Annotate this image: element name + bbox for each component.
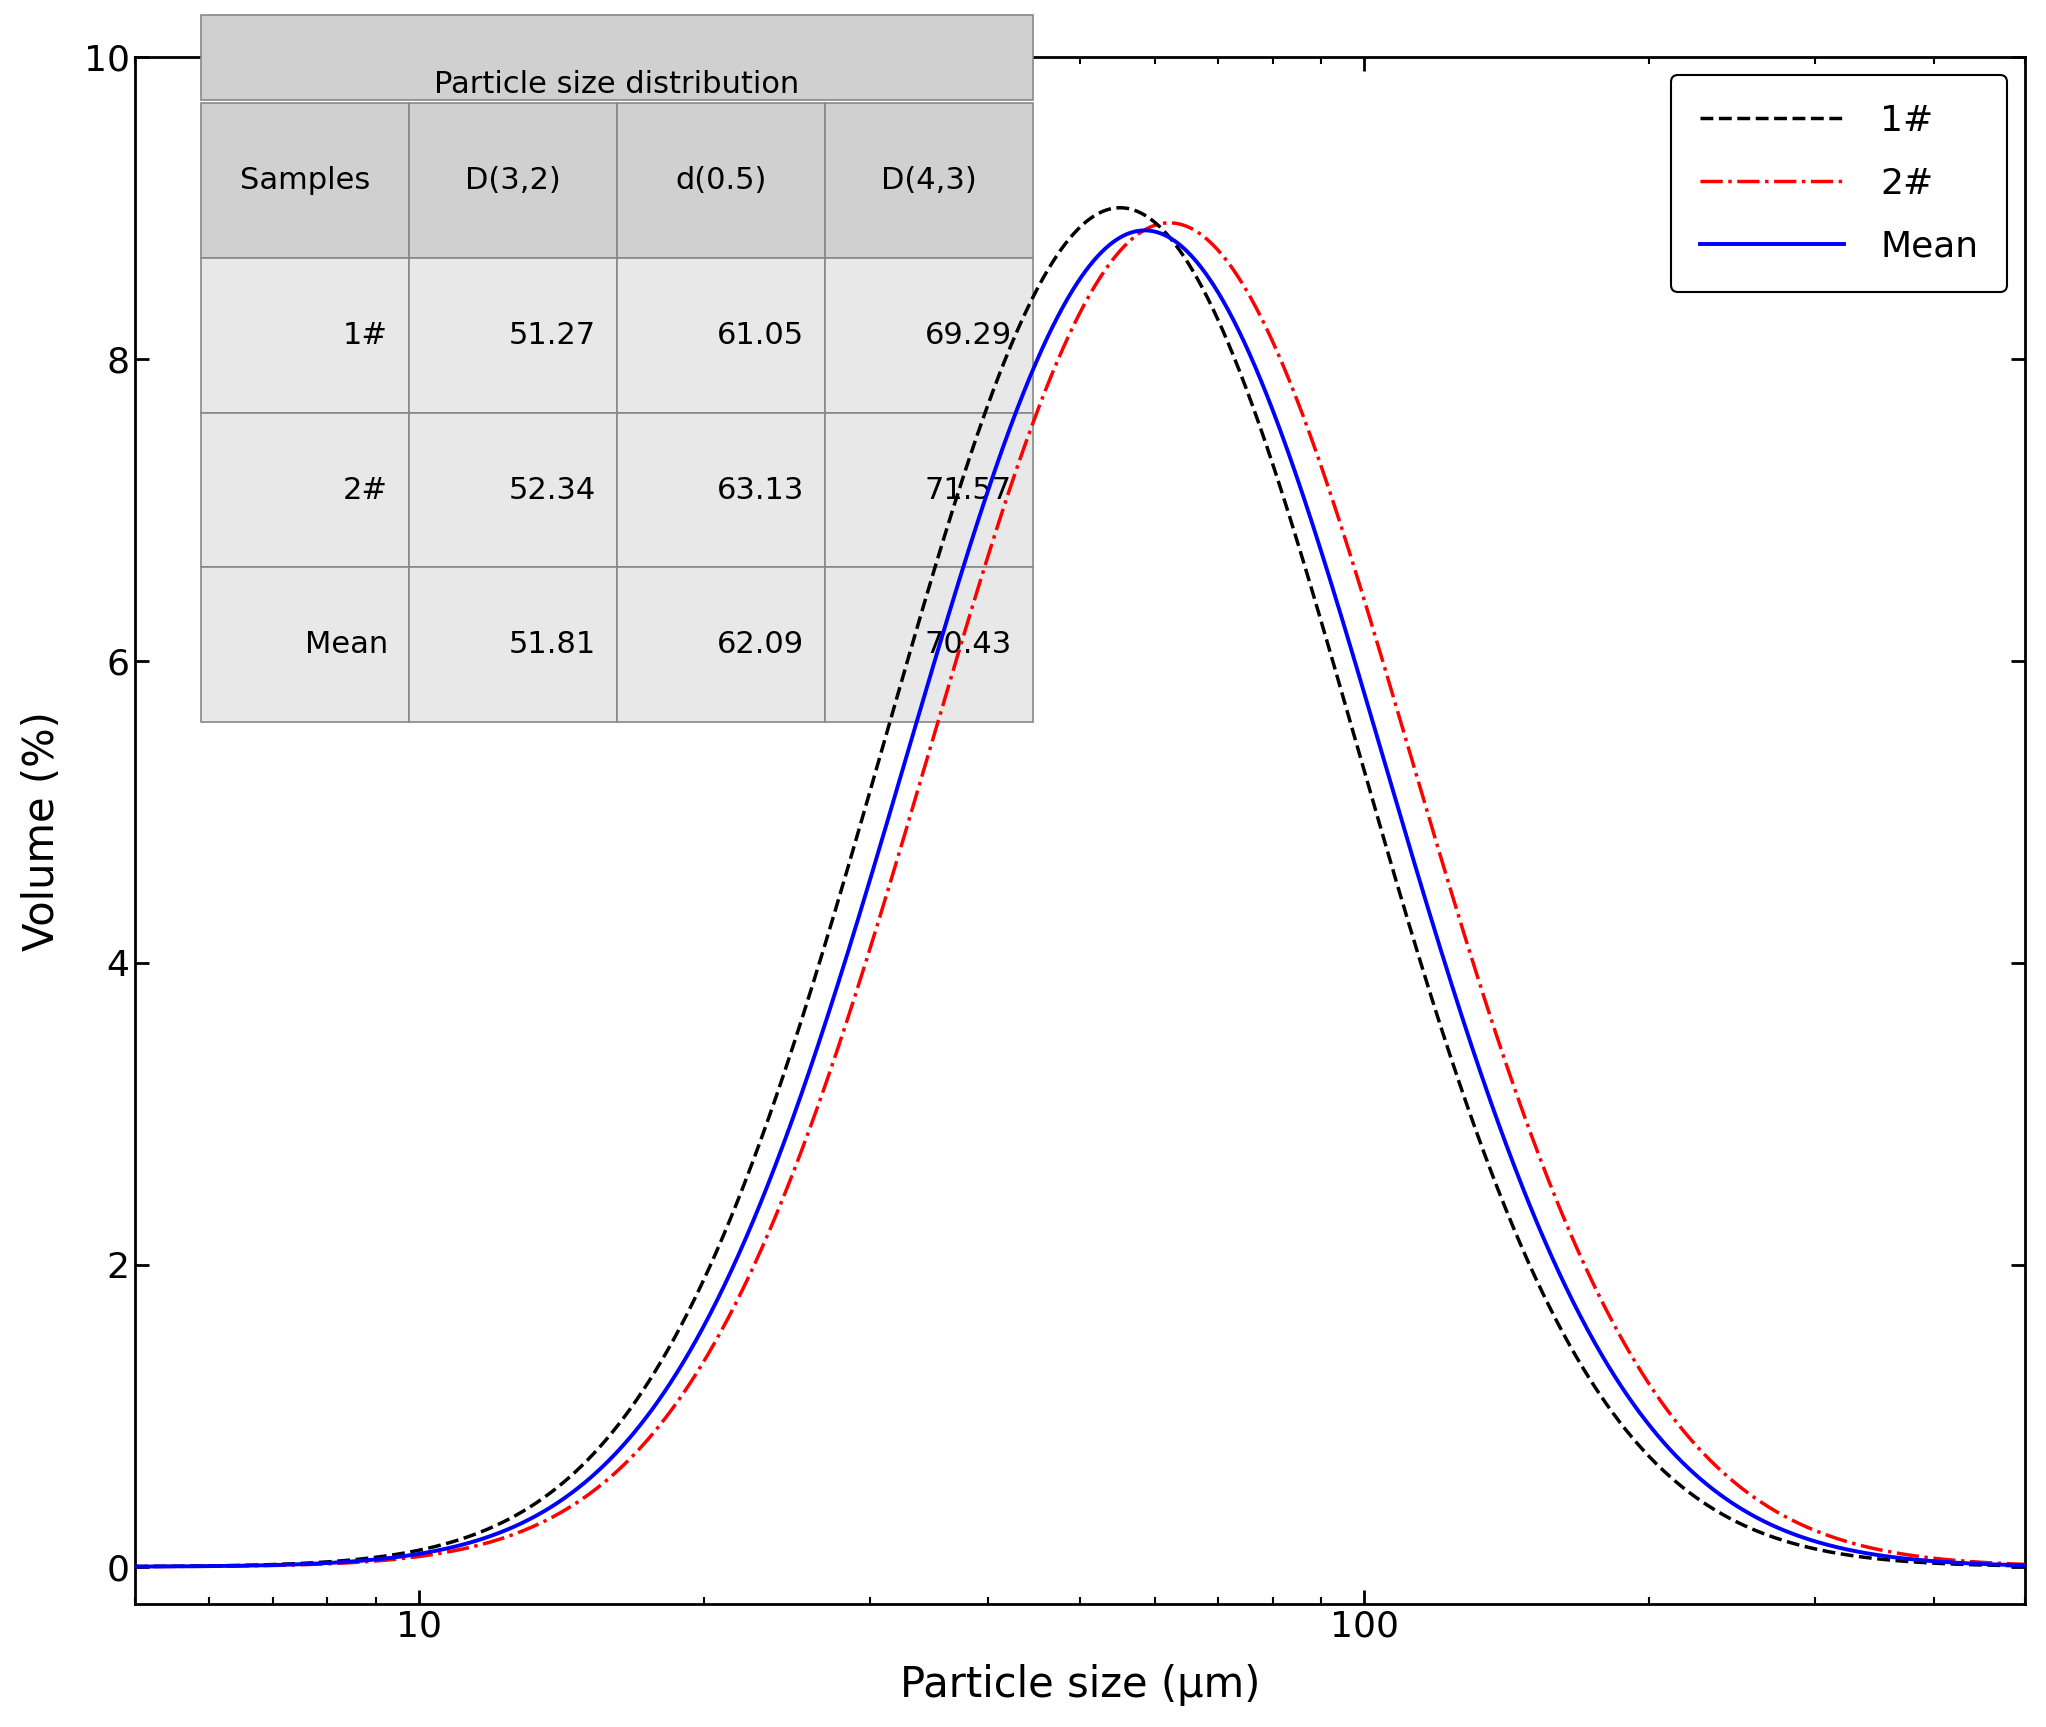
2#	[976, 544, 1000, 565]
2#	[31, 1556, 55, 1577]
1#	[1031, 268, 1056, 288]
1#	[2030, 1556, 2046, 1577]
Mean	[976, 478, 1000, 499]
Legend: 1#, 2#, Mean: 1#, 2#, Mean	[1672, 74, 2007, 292]
Mean	[1133, 219, 1158, 240]
Mean	[1651, 1432, 1676, 1452]
1#	[2028, 1556, 2046, 1577]
Line: 2#: 2#	[43, 223, 2046, 1566]
Mean	[135, 1556, 160, 1577]
Line: 1#: 1#	[43, 207, 2046, 1566]
2#	[135, 1556, 160, 1577]
2#	[1651, 1395, 1676, 1416]
Y-axis label: Volume (%): Volume (%)	[20, 712, 63, 950]
Bar	[201, 16, 1033, 100]
1#	[1109, 197, 1133, 218]
Mean	[31, 1556, 55, 1577]
2#	[2030, 1554, 2046, 1575]
1#	[1651, 1461, 1676, 1482]
X-axis label: Particle size (μm): Particle size (μm)	[900, 1665, 1260, 1706]
1#	[31, 1556, 55, 1577]
1#	[135, 1556, 160, 1577]
2#	[2028, 1554, 2046, 1575]
Line: Mean: Mean	[43, 230, 2046, 1566]
Mean	[2030, 1556, 2046, 1577]
Text: Particle size distribution: Particle size distribution	[434, 71, 800, 98]
2#	[1031, 385, 1056, 406]
1#	[976, 392, 1000, 413]
Mean	[2028, 1556, 2046, 1577]
Mean	[1031, 337, 1056, 357]
2#	[1158, 212, 1183, 233]
